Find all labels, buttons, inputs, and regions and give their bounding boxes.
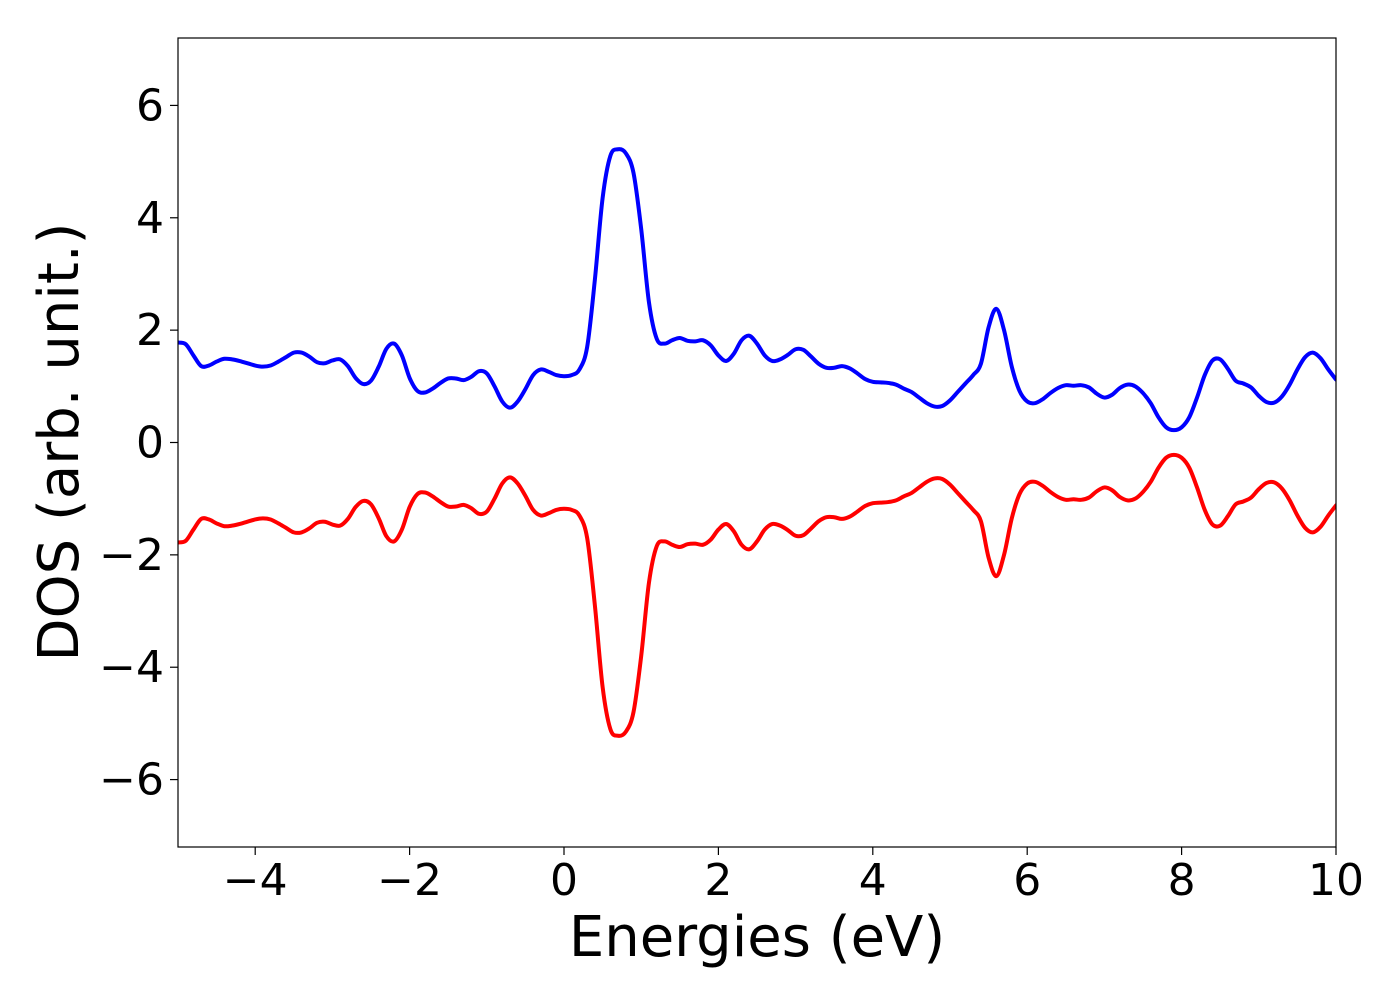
- x-tick-label: 4: [859, 855, 887, 906]
- y-tick-label: 4: [136, 193, 164, 244]
- x-tick-label: −4: [223, 855, 288, 906]
- series-line-1: [178, 147, 1336, 433]
- y-tick-label: 0: [136, 418, 164, 469]
- x-tick-label: 10: [1308, 855, 1364, 906]
- plot-background: [178, 38, 1336, 847]
- series-layer: [178, 147, 1336, 738]
- x-tick-label: −2: [377, 855, 442, 906]
- y-tick-label: 6: [136, 80, 164, 131]
- x-tick-label: 2: [704, 855, 732, 906]
- y-tick-label: 2: [136, 305, 164, 356]
- y-tick-label: −6: [99, 755, 164, 806]
- x-axis-title: Energies (eV): [569, 905, 945, 970]
- y-tick-label: −2: [99, 530, 164, 581]
- y-axis-title: DOS (arb. unit.): [27, 222, 92, 661]
- y-axis: −6 −4 −2 0 2 4 6: [99, 80, 178, 806]
- x-tick-label: 6: [1013, 855, 1041, 906]
- series-line-2: [178, 452, 1336, 738]
- y-tick-label: −4: [99, 642, 164, 693]
- x-tick-label: 8: [1168, 855, 1196, 906]
- x-axis: −4 −2 0 2 4 6 8 10: [223, 847, 1364, 906]
- x-tick-label: 0: [550, 855, 578, 906]
